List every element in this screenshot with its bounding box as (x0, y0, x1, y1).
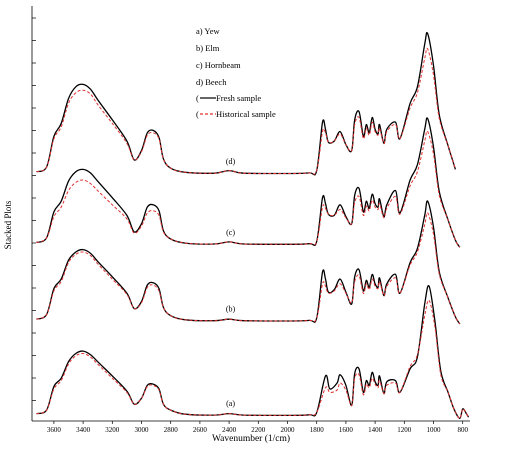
legend: a) Yew b) Elm c) Hornbeam d) Beech ( Fre… (196, 26, 276, 119)
legend-entry-a: a) Yew (196, 26, 220, 36)
x-tick-label: 1600 (339, 426, 354, 434)
y-axis-label: Stacked Plots (3, 200, 13, 249)
series-line-a-historical (36, 299, 469, 419)
legend-fresh-label: Fresh sample (216, 93, 261, 103)
curve-label: (b) (226, 305, 236, 314)
curve-label: (a) (226, 399, 235, 408)
x-axis-label: Wavenumber (1/cm) (212, 433, 290, 444)
legend-entry-d: d) Beech (196, 77, 227, 87)
legend-historical-paren: ( (196, 109, 199, 119)
x-tick-label: 3000 (135, 426, 150, 434)
series-line-a-fresh (36, 284, 470, 420)
series-layer (36, 31, 470, 420)
x-tick-label: 1800 (310, 426, 325, 434)
curve-label: (c) (226, 228, 235, 237)
legend-historical-label: Historical sample (216, 109, 276, 119)
series-line-c-fresh (36, 117, 461, 248)
series-line-c-historical (36, 130, 461, 248)
x-tick-label: 800 (457, 426, 468, 434)
legend-entry-c: c) Hornbeam (196, 60, 241, 70)
plot-frame (31, 6, 470, 422)
y-axis-ticks (32, 17, 36, 401)
legend-entry-b: b) Elm (196, 43, 220, 53)
x-tick-label: 2200 (251, 426, 266, 434)
x-tick-label: 1000 (427, 426, 442, 434)
series-line-b-historical (36, 212, 461, 325)
x-tick-label: 3600 (47, 426, 62, 434)
x-tick-label: 2800 (164, 426, 179, 434)
series-line-d-historical (36, 47, 456, 175)
x-tick-label: 2400 (222, 426, 237, 434)
x-tick-label: 1200 (397, 426, 412, 434)
x-tick-label: 3400 (76, 426, 91, 434)
legend-fresh-paren: ( (196, 93, 199, 103)
x-tick-label: 2600 (193, 426, 208, 434)
series-line-b-fresh (36, 200, 461, 325)
x-tick-label: 1400 (368, 426, 383, 434)
x-axis-ticks: 3600 3400 3200 3000 2800 2600 2400 2200 2000 1800… (47, 421, 468, 434)
x-tick-label: 3200 (105, 426, 120, 434)
x-tick-label: 2000 (281, 426, 296, 434)
curve-labels: (a) (b) (c) (d) (226, 157, 236, 408)
series-line-d-fresh (36, 31, 457, 176)
curve-label: (d) (226, 157, 236, 166)
